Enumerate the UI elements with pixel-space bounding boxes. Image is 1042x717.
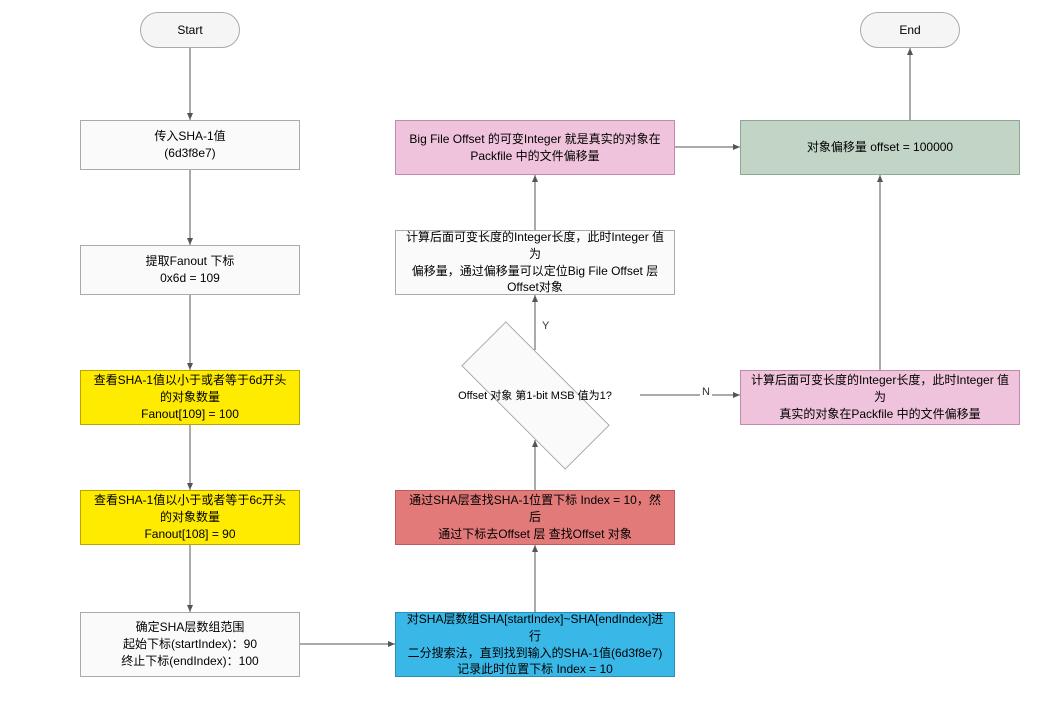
node-calc-bigfile-offset: 计算后面可变长度的Integer长度，此时Integer 值为 偏移量，通过偏移… (395, 230, 675, 295)
node-text: 确定SHA层数组范围 起始下标(startIndex)：90 终止下标(endI… (121, 619, 258, 669)
node-text: 查看SHA-1值以小于或者等于6d开头的对象数量 Fanout[109] = 1… (89, 372, 291, 422)
node-input-sha: 传入SHA-1值 (6d3f8e7) (80, 120, 300, 170)
end-terminator: End (860, 12, 960, 48)
node-offset-lookup: 通过SHA层查找SHA-1位置下标 Index = 10，然后 通过下标去Off… (395, 490, 675, 545)
edge-label-no: N (700, 386, 712, 398)
node-text: 计算后面可变长度的Integer长度，此时Integer 值为 真实的对象在Pa… (749, 372, 1011, 422)
node-text: 传入SHA-1值 (6d3f8e7) (154, 128, 225, 162)
node-result-offset: 对象偏移量 offset = 100000 (740, 120, 1020, 175)
node-text: 对象偏移量 offset = 100000 (807, 139, 953, 156)
node-fanout-109: 查看SHA-1值以小于或者等于6d开头的对象数量 Fanout[109] = 1… (80, 370, 300, 425)
node-sha-range: 确定SHA层数组范围 起始下标(startIndex)：90 终止下标(endI… (80, 612, 300, 677)
node-fanout-108: 查看SHA-1值以小于或者等于6c开头的对象数量 Fanout[108] = 9… (80, 490, 300, 545)
node-text: Big File Offset 的可变Integer 就是真实的对象在 Pack… (409, 131, 660, 165)
edge-label-yes: Y (540, 320, 551, 332)
node-fanout-index: 提取Fanout 下标 0x6d = 109 (80, 245, 300, 295)
node-text: 对SHA层数组SHA[startIndex]~SHA[endIndex]进行 二… (404, 611, 666, 678)
node-direct-offset: 计算后面可变长度的Integer长度，此时Integer 值为 真实的对象在Pa… (740, 370, 1020, 425)
start-terminator: Start (140, 12, 240, 48)
decision-msb: Offset 对象 第1-bit MSB 值为1? (430, 350, 640, 440)
node-text: 计算后面可变长度的Integer长度，此时Integer 值为 偏移量，通过偏移… (404, 229, 666, 296)
diamond-text: Offset 对象 第1-bit MSB 值为1? (438, 387, 632, 403)
node-text: 查看SHA-1值以小于或者等于6c开头的对象数量 Fanout[108] = 9… (89, 492, 291, 542)
node-text: 提取Fanout 下标 0x6d = 109 (146, 253, 235, 287)
node-text: 通过SHA层查找SHA-1位置下标 Index = 10，然后 通过下标去Off… (404, 492, 666, 542)
end-label: End (899, 22, 920, 39)
node-bigfile-offset: Big File Offset 的可变Integer 就是真实的对象在 Pack… (395, 120, 675, 175)
start-label: Start (177, 22, 202, 39)
node-binary-search: 对SHA层数组SHA[startIndex]~SHA[endIndex]进行 二… (395, 612, 675, 677)
